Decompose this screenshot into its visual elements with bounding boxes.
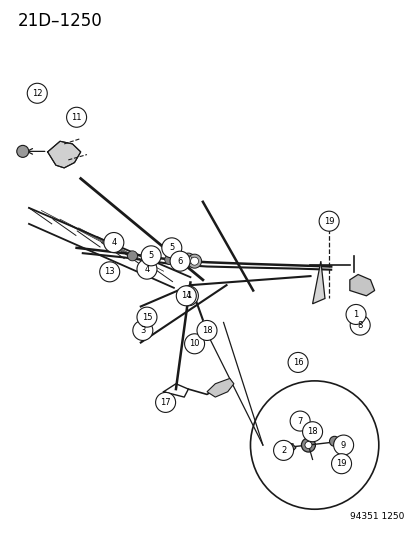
Text: 16: 16: [292, 358, 303, 367]
Circle shape: [197, 320, 216, 341]
Circle shape: [290, 411, 309, 431]
Circle shape: [177, 256, 187, 266]
Circle shape: [176, 286, 196, 306]
Circle shape: [287, 352, 307, 373]
Text: 18: 18: [201, 326, 212, 335]
Circle shape: [184, 256, 192, 264]
Circle shape: [304, 441, 311, 449]
Circle shape: [17, 146, 28, 157]
Circle shape: [137, 259, 157, 279]
Text: 13: 13: [104, 268, 115, 276]
Circle shape: [329, 437, 339, 446]
Text: 4: 4: [144, 265, 149, 273]
Text: 6: 6: [177, 257, 182, 265]
Text: 9: 9: [340, 441, 345, 449]
Circle shape: [155, 392, 175, 413]
Circle shape: [133, 320, 152, 341]
Text: 18: 18: [306, 427, 317, 436]
Circle shape: [187, 254, 201, 268]
Text: 10: 10: [189, 340, 199, 348]
Text: 4: 4: [111, 238, 116, 247]
Text: 19: 19: [335, 459, 346, 468]
Text: 1: 1: [185, 292, 190, 300]
Circle shape: [170, 251, 190, 271]
Circle shape: [141, 246, 161, 266]
Circle shape: [331, 454, 351, 474]
Text: 3: 3: [140, 326, 145, 335]
Text: 12: 12: [32, 89, 43, 98]
Text: 14: 14: [180, 292, 191, 300]
Circle shape: [189, 257, 199, 267]
Circle shape: [164, 255, 174, 264]
Text: 8: 8: [357, 321, 362, 329]
Circle shape: [66, 107, 86, 127]
Text: 7: 7: [297, 417, 302, 425]
Circle shape: [100, 262, 119, 282]
Circle shape: [181, 253, 195, 267]
Text: 5: 5: [169, 244, 174, 252]
Circle shape: [104, 232, 123, 253]
Polygon shape: [349, 274, 374, 296]
Circle shape: [273, 440, 293, 461]
Polygon shape: [47, 141, 81, 168]
Circle shape: [144, 253, 154, 262]
Circle shape: [333, 435, 353, 455]
Circle shape: [190, 257, 198, 265]
Circle shape: [137, 307, 157, 327]
Text: 19: 19: [323, 217, 334, 225]
Polygon shape: [312, 261, 324, 304]
Text: 1: 1: [353, 310, 358, 319]
Text: 11: 11: [71, 113, 82, 122]
Circle shape: [318, 211, 338, 231]
Text: 21D–1250: 21D–1250: [18, 12, 102, 30]
Circle shape: [349, 315, 369, 335]
Circle shape: [345, 304, 365, 325]
Text: 2: 2: [280, 446, 285, 455]
Circle shape: [302, 422, 322, 442]
Text: 15: 15: [141, 313, 152, 321]
Circle shape: [184, 334, 204, 354]
Circle shape: [178, 286, 198, 306]
Text: 94351 1250: 94351 1250: [349, 512, 403, 521]
Circle shape: [27, 83, 47, 103]
Polygon shape: [283, 443, 295, 452]
Circle shape: [127, 251, 137, 261]
Polygon shape: [206, 378, 233, 397]
Text: 17: 17: [160, 398, 171, 407]
Circle shape: [301, 438, 315, 452]
Circle shape: [161, 238, 181, 258]
Text: 5: 5: [148, 252, 153, 260]
